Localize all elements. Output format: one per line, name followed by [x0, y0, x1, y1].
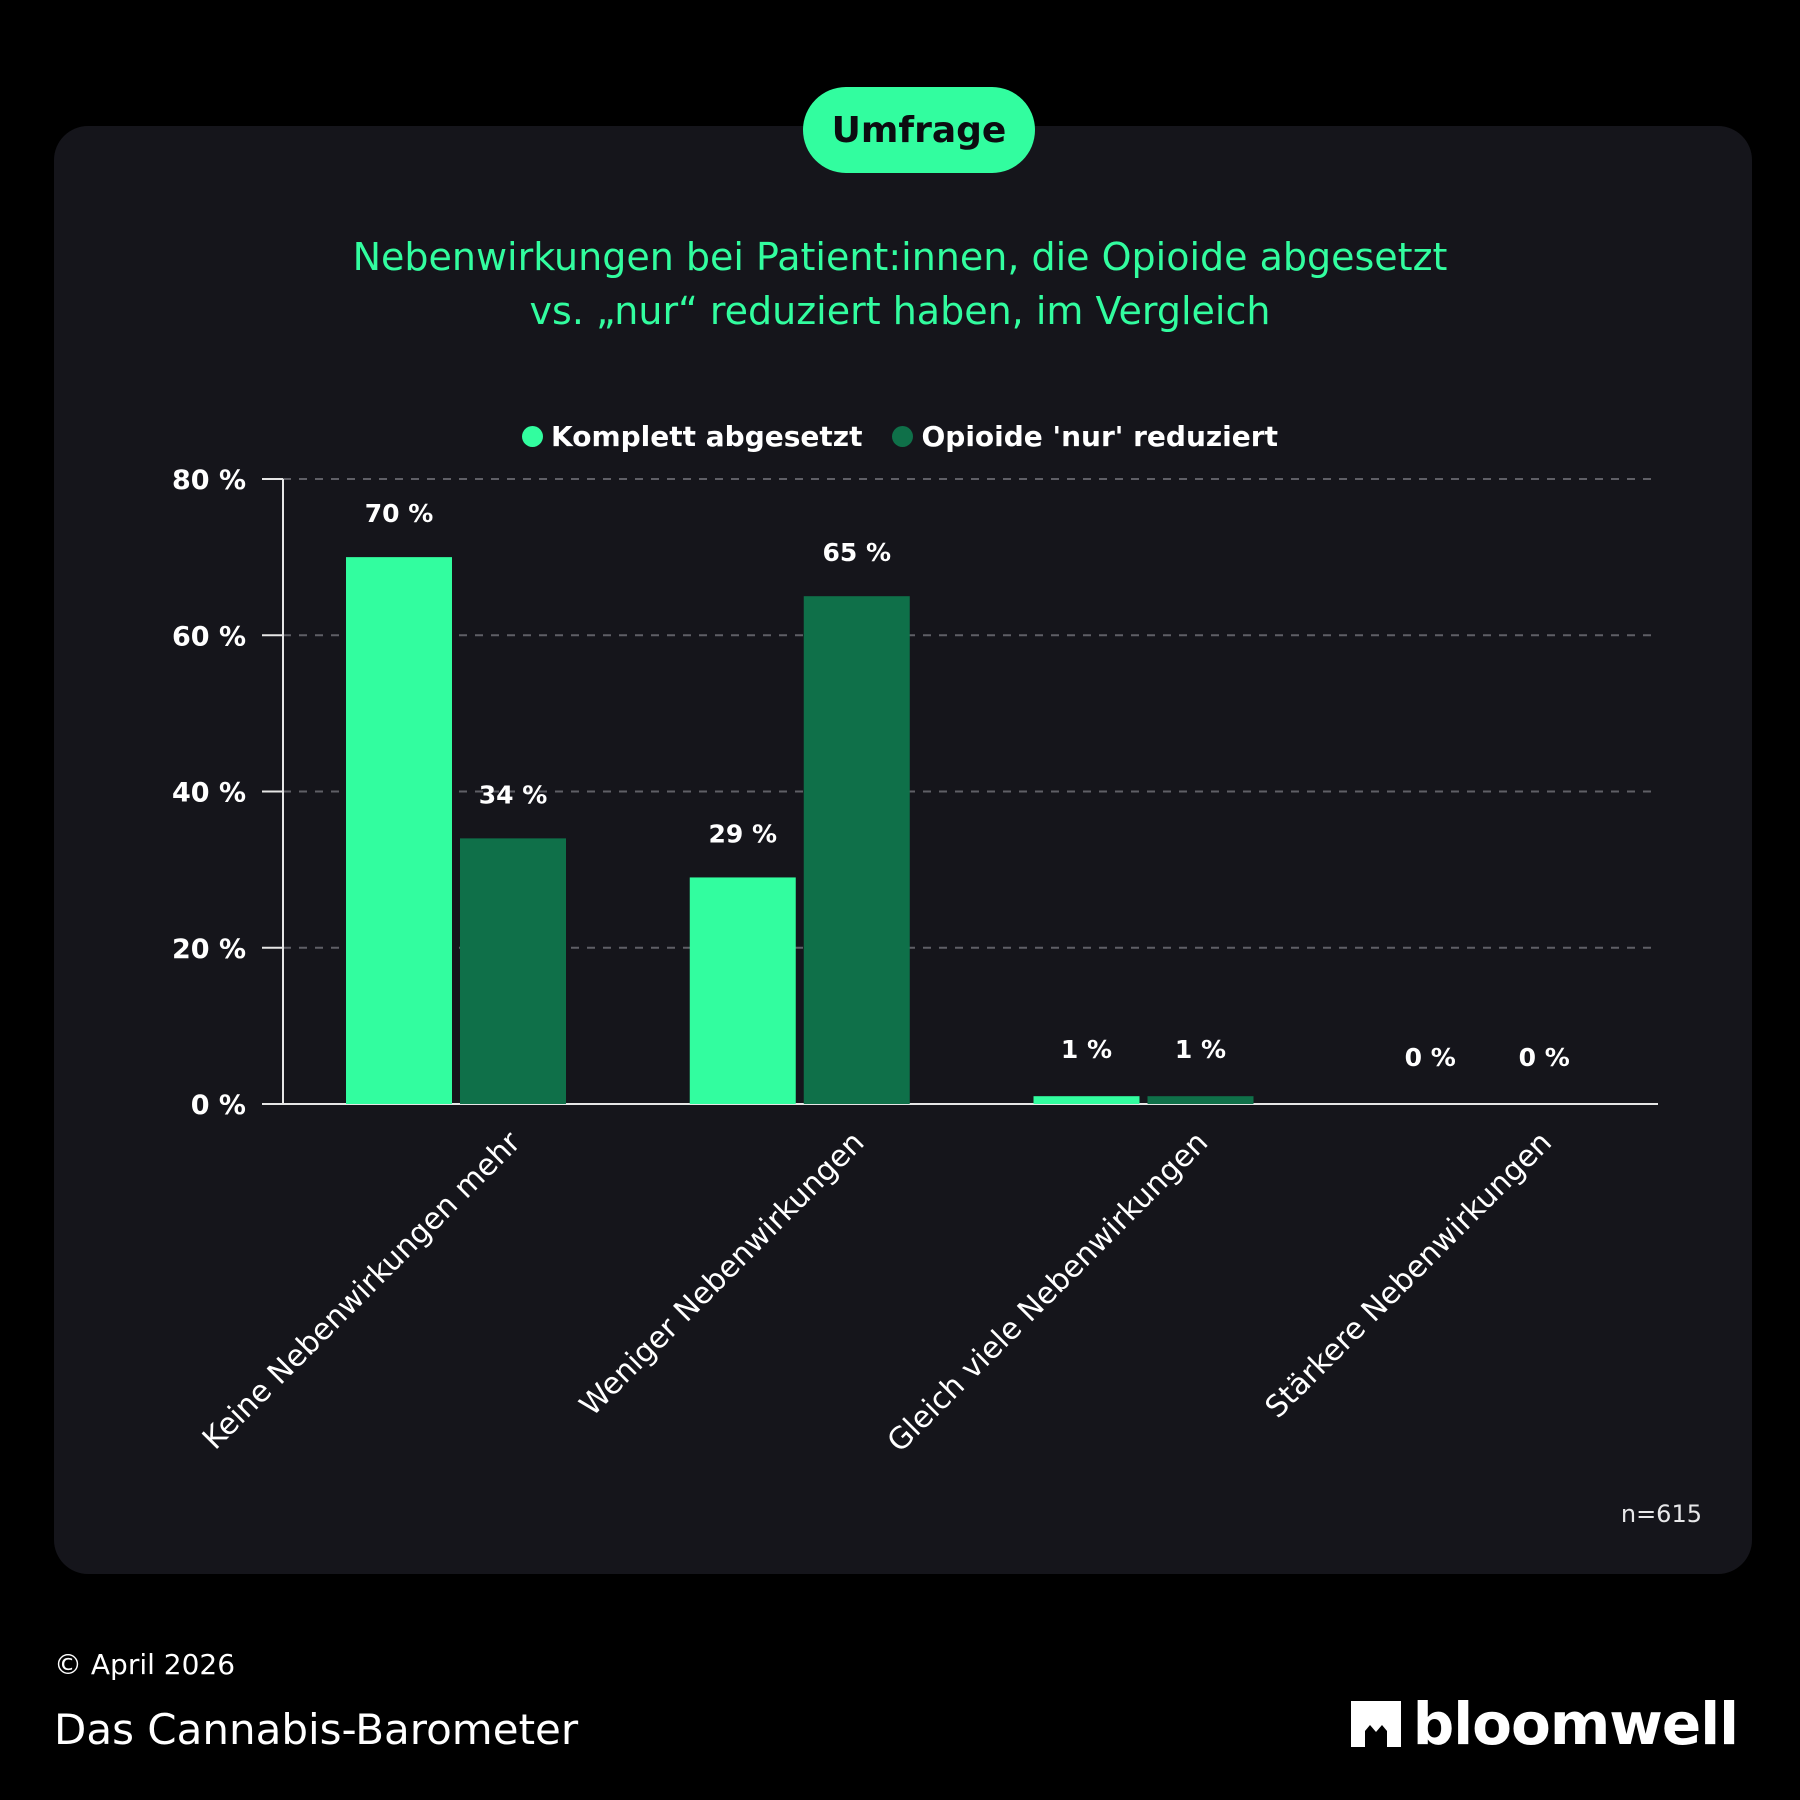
data-label: 65 %: [822, 538, 891, 567]
bar: [803, 596, 910, 1104]
bar-chart: 0 % 20 % 40 % 60 % 80 % 70 % 34 % Keine Nebenwi…: [172, 465, 1658, 1459]
bar: [1033, 1096, 1140, 1104]
bar: [689, 877, 796, 1104]
y-tick-label: 0 %: [191, 1090, 246, 1121]
legend-dot-dark: [892, 426, 914, 447]
x-tick-label: Gleich viele Nebenwirkungen: [881, 1125, 1215, 1459]
sample-size: n=615: [1620, 1500, 1702, 1528]
data-label: 29 %: [708, 819, 777, 848]
bar: [460, 838, 566, 1104]
data-label: 34 %: [479, 780, 548, 809]
barometer-title: Das Cannabis-Barometer: [54, 1705, 579, 1754]
x-tick-label: Keine Nebenwirkungen mehr: [196, 1124, 528, 1456]
bar: [346, 557, 452, 1104]
data-label: 0 %: [1519, 1043, 1570, 1072]
copyright-date: © April 2026: [54, 1648, 236, 1681]
data-label: 1 %: [1061, 1035, 1112, 1064]
logo-wordmark: bloomwell: [1412, 1690, 1739, 1758]
x-tick-label: Stärkere Nebenwirkungen: [1259, 1125, 1559, 1425]
legend-label-komplett: Komplett abgesetzt: [551, 420, 863, 453]
legend-item-reduziert: Opioide 'nur' reduziert: [892, 420, 1278, 453]
legend-item-komplett: Komplett abgesetzt: [522, 420, 862, 453]
y-tick-label: 80 %: [172, 465, 246, 496]
legend-label-reduziert: Opioide 'nur' reduziert: [921, 420, 1278, 453]
chart-title-line-2: vs. „nur“ reduziert haben, im Vergleich: [529, 289, 1271, 333]
y-tick-label: 60 %: [172, 621, 246, 652]
y-tick-label: 40 %: [172, 778, 246, 809]
y-tick-label: 20 %: [172, 934, 246, 965]
chart-title-line-1: Nebenwirkungen bei Patient:innen, die Op…: [352, 235, 1448, 279]
bloomwell-logo: bloomwell: [1350, 1690, 1739, 1758]
data-label: 0 %: [1405, 1043, 1456, 1072]
survey-badge: Umfrage: [803, 87, 1035, 173]
bar: [1147, 1096, 1254, 1104]
bloomwell-logo-icon: [1350, 1701, 1401, 1747]
legend: Komplett abgesetzt Opioide 'nur' reduzie…: [0, 420, 1800, 453]
data-label: 70 %: [365, 499, 434, 528]
legend-dot-bright: [522, 426, 544, 447]
data-label: 1 %: [1175, 1035, 1226, 1064]
x-tick-label: Weniger Nebenwirkungen: [573, 1125, 871, 1423]
